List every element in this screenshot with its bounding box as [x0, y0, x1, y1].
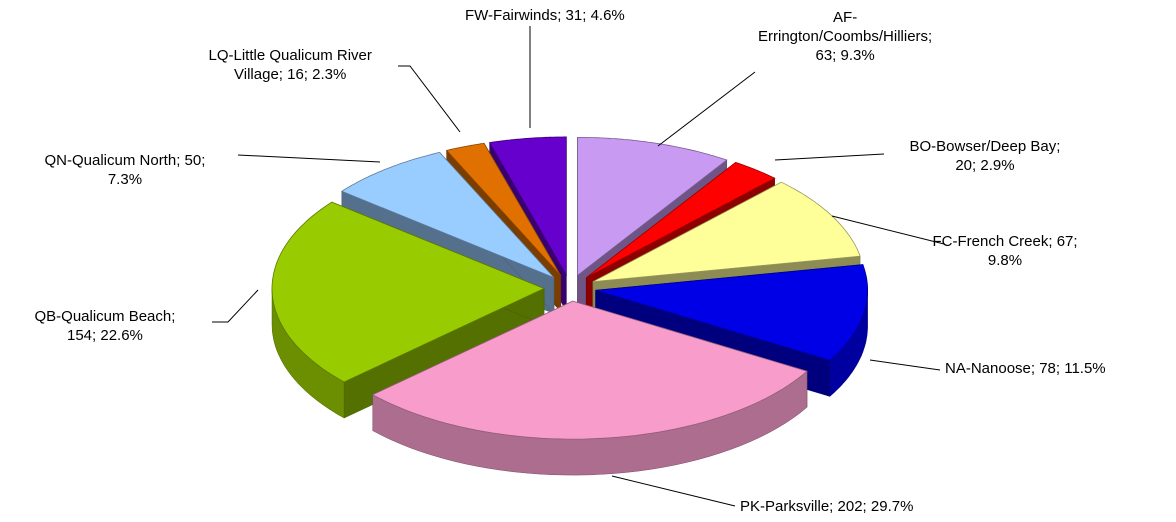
slice: [577, 136, 728, 277]
leader-line: [831, 215, 945, 245]
slice: [595, 264, 868, 361]
leader-line: [611, 475, 736, 507]
slice: [271, 201, 545, 383]
leader-line: [398, 65, 461, 133]
leader-line: [869, 359, 941, 371]
slice: [445, 142, 562, 276]
slice: [488, 136, 567, 277]
data-label: QB-Qualicum Beach; 154; 22.6%: [34, 308, 176, 344]
data-label: FW-Fairwinds; 31; 4.6%: [465, 7, 625, 24]
data-label: PK-Parksville; 202; 29.7%: [740, 498, 914, 515]
slice: [371, 300, 808, 440]
slice: [340, 151, 555, 278]
data-label: AF- Errington/Coombs/Hilliers; 63; 9.3%: [758, 9, 933, 64]
leader-line: [774, 153, 885, 161]
data-label: QN-Qualicum North; 50; 7.3%: [44, 152, 206, 188]
data-label: BO-Bowser/Deep Bay; 20; 2.9%: [909, 138, 1061, 174]
data-label: LQ-Little Qualicum River Village; 16; 2.…: [208, 47, 372, 83]
data-label: NA-Nanoose; 78; 11.5%: [945, 360, 1106, 377]
leader-line: [212, 289, 259, 323]
data-label: FC-French Creek; 67; 9.8%: [932, 233, 1078, 269]
leader-line: [657, 71, 756, 147]
slice: [585, 161, 776, 279]
leader-line: [237, 154, 381, 163]
